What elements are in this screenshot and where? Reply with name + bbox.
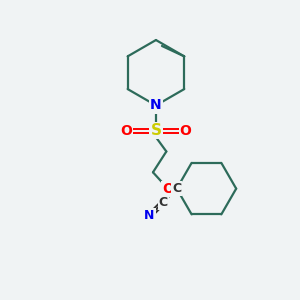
Text: O: O xyxy=(120,124,132,138)
Text: N: N xyxy=(144,209,154,223)
Text: C: C xyxy=(158,196,168,209)
Text: O: O xyxy=(162,182,174,196)
Text: C: C xyxy=(172,182,181,195)
Text: N: N xyxy=(150,98,162,112)
Text: O: O xyxy=(180,124,192,138)
Text: S: S xyxy=(150,123,161,138)
